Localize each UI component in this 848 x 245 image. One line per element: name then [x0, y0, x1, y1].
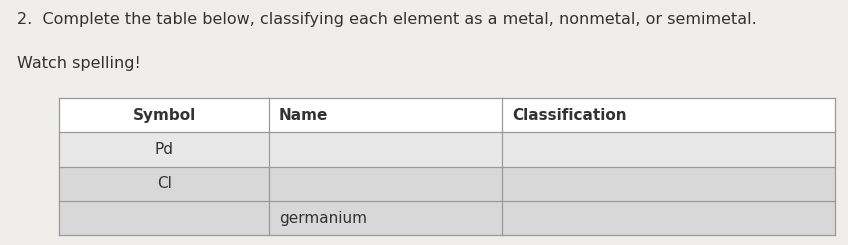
Text: 2.  Complete the table below, classifying each element as a metal, nonmetal, or : 2. Complete the table below, classifying… [17, 12, 756, 27]
Text: Symbol: Symbol [132, 108, 196, 123]
Text: Name: Name [279, 108, 328, 123]
Text: Cl: Cl [157, 176, 171, 191]
Text: germanium: germanium [279, 210, 367, 226]
Text: Classification: Classification [512, 108, 627, 123]
Text: Watch spelling!: Watch spelling! [17, 56, 141, 71]
Text: Pd: Pd [154, 142, 174, 157]
